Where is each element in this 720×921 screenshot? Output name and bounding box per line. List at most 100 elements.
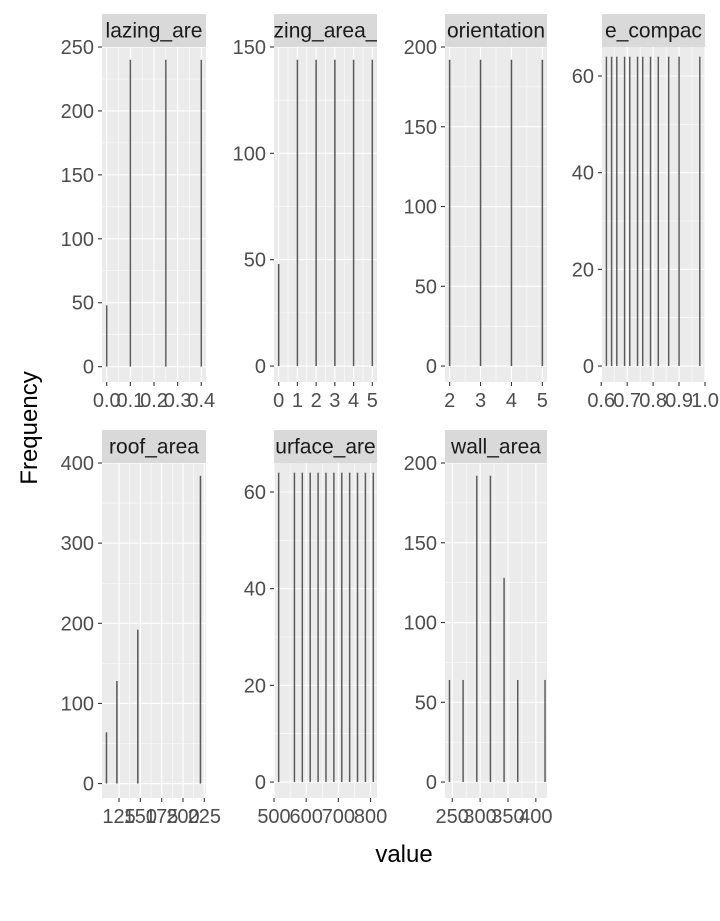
bar-glazing_area_distribution-5	[371, 59, 374, 367]
x-tick-label: 500	[257, 806, 290, 828]
y-tick-label: 100	[404, 197, 437, 219]
x-tick-label: 200	[166, 806, 199, 828]
facet-strip-label: urface_are	[275, 436, 375, 459]
bar-surface_area-1	[293, 472, 296, 783]
x-tick-label: 3	[475, 390, 486, 412]
y-tick-label: 150	[233, 37, 266, 59]
bar-roof_area-1	[116, 680, 118, 784]
bar-glazing_area_distribution-0	[277, 263, 280, 367]
facet-strip-label: roof_area	[109, 436, 199, 459]
facet-strip-label: wall_area	[450, 436, 541, 459]
y-tick-label: 40	[244, 579, 266, 601]
facet-panel-orientation: orientation 0 50 100 150 200 2 3 4 5	[404, 14, 548, 412]
facet-strip-label: zing_area_	[274, 20, 378, 43]
x-tick-label: 400	[519, 806, 552, 828]
x-tick-label: 600	[290, 806, 323, 828]
bar-roof_area-2	[137, 629, 139, 784]
y-tick-label: 150	[61, 165, 94, 187]
y-tick-label: 50	[415, 692, 437, 714]
bar-relative_compactness-10	[678, 56, 680, 367]
y-tick-label: 50	[415, 276, 437, 298]
x-tick-label: 300	[463, 806, 496, 828]
bar-surface_area-3	[309, 472, 311, 783]
x-tick-label: 175	[145, 806, 178, 828]
y-tick-label: 250	[61, 37, 94, 59]
facet-strip	[602, 14, 705, 47]
bar-roof_area-3	[199, 475, 202, 784]
y-tick-label: 100	[61, 229, 94, 251]
panel-plot-area	[102, 46, 206, 382]
bar-wall_area-3	[489, 475, 492, 783]
y-tick-label: 0	[83, 774, 94, 796]
bar-surface_area-2	[301, 472, 304, 783]
x-tick-label: 350	[491, 806, 524, 828]
bar-relative_compactness-9	[667, 56, 670, 367]
bar-relative_compactness-6	[642, 56, 644, 367]
y-tick-label: 0	[426, 356, 437, 378]
bar-glazing_area-0	[106, 305, 108, 367]
bar-surface_area-9	[356, 472, 359, 783]
facet-strip	[445, 430, 547, 463]
x-tick-label: 0.2	[140, 390, 168, 412]
panel-background	[445, 463, 547, 798]
x-tick-label: 4	[506, 390, 517, 412]
x-tick-label: 0.8	[639, 390, 667, 412]
facet-panel-relative_compactness: e_compac 0 20 40 60 0.60.70.80.91.0	[572, 14, 719, 412]
y-tick-label: 100	[233, 143, 266, 165]
y-tick-label: 0	[255, 356, 266, 378]
facet-strip-label: orientation	[447, 20, 545, 43]
bar-wall_area-0	[448, 679, 451, 783]
panel-plot-area	[445, 46, 547, 382]
x-tick-label: 0.4	[187, 390, 215, 412]
bar-surface_area-8	[348, 472, 351, 783]
bar-orientation-1	[479, 59, 482, 367]
x-tick-label: 0.9	[665, 390, 693, 412]
y-tick-label: 20	[244, 675, 266, 697]
facet-strip	[445, 14, 547, 47]
bar-roof_area-0	[105, 732, 108, 784]
bar-surface_area-11	[372, 472, 375, 783]
x-tick-label: 250	[436, 806, 469, 828]
x-tick-label: 1.0	[691, 390, 719, 412]
x-tick-label: 0	[273, 390, 284, 412]
x-tick-label: 0.7	[613, 390, 641, 412]
y-tick-label: 200	[404, 453, 437, 475]
bar-relative_compactness-3	[623, 56, 626, 367]
x-tick-label: 0.1	[116, 390, 144, 412]
facet-strip-label: e_compac	[605, 20, 702, 43]
y-axis-title: Frequency	[16, 371, 43, 484]
facet-panels: lazing_are0501001502002500.00.10.20.30.4…	[61, 14, 719, 828]
bar-surface_area-4	[317, 472, 319, 783]
bar-wall_area-1	[462, 679, 464, 783]
bar-orientation-2	[510, 59, 513, 367]
facet-strip	[274, 14, 377, 47]
bar-relative_compactness-7	[649, 56, 652, 367]
facet-panel-glazing_area: lazing_are 0 50 100 150 200 250 0.00.10.20.30.4	[61, 14, 215, 412]
x-tick-label: 2	[444, 390, 455, 412]
bar-glazing_area-3	[200, 59, 202, 367]
x-tick-label: 0.3	[164, 390, 192, 412]
panel-plot-area	[445, 462, 547, 798]
x-tick-label: 1	[292, 390, 303, 412]
y-tick-label: 200	[404, 37, 437, 59]
x-tick-label: 5	[537, 390, 548, 412]
facet-strip	[102, 430, 206, 463]
bar-relative_compactness-0	[605, 56, 608, 367]
y-tick-label: 40	[572, 163, 594, 185]
y-tick-label: 0	[583, 356, 594, 378]
x-tick-label: 5	[367, 390, 378, 412]
panel-plot-area	[274, 463, 377, 798]
bar-glazing_area_distribution-1	[296, 59, 299, 367]
x-tick-label: 0.6	[587, 390, 615, 412]
y-tick-label: 200	[61, 613, 94, 635]
x-axis-title: value	[375, 841, 432, 868]
bar-glazing_area-1	[129, 59, 132, 367]
y-tick-label: 50	[72, 293, 94, 315]
facet-strip	[102, 14, 206, 47]
x-tick-label: 700	[322, 806, 355, 828]
y-tick-label: 150	[404, 117, 437, 139]
x-tick-label: 0.0	[93, 390, 121, 412]
